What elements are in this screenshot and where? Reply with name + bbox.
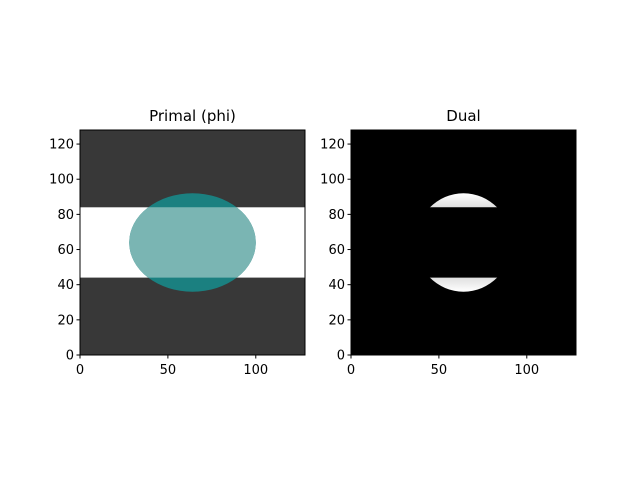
y-tick-label: 120 xyxy=(320,138,345,153)
axes-frame xyxy=(350,129,577,356)
primal-image xyxy=(80,130,305,355)
y-tick-label: 100 xyxy=(320,173,345,188)
x-tick-label: 0 xyxy=(76,363,84,378)
x-tick-label: 100 xyxy=(243,363,268,378)
y-tick-label: 80 xyxy=(57,208,74,223)
x-tick-label: 100 xyxy=(514,363,539,378)
chart-title: Dual xyxy=(446,107,480,125)
dual-image xyxy=(351,130,576,355)
y-tick-label: 20 xyxy=(328,313,345,328)
y-tick-label: 120 xyxy=(49,138,74,153)
y-tick-label: 60 xyxy=(57,243,74,258)
y-tick-label: 80 xyxy=(328,208,345,223)
x-tick-label: 0 xyxy=(347,363,355,378)
y-tick-label: 0 xyxy=(66,349,74,364)
x-tick-label: 50 xyxy=(431,363,448,378)
chart-title: Primal (phi) xyxy=(149,107,236,125)
y-tick-label: 40 xyxy=(57,278,74,293)
y-tick-label: 100 xyxy=(49,173,74,188)
y-tick-label: 40 xyxy=(328,278,345,293)
x-tick-label: 50 xyxy=(160,363,177,378)
y-tick-label: 60 xyxy=(328,243,345,258)
axes-frame xyxy=(79,129,306,356)
y-tick-label: 20 xyxy=(57,313,74,328)
y-tick-label: 0 xyxy=(337,349,345,364)
